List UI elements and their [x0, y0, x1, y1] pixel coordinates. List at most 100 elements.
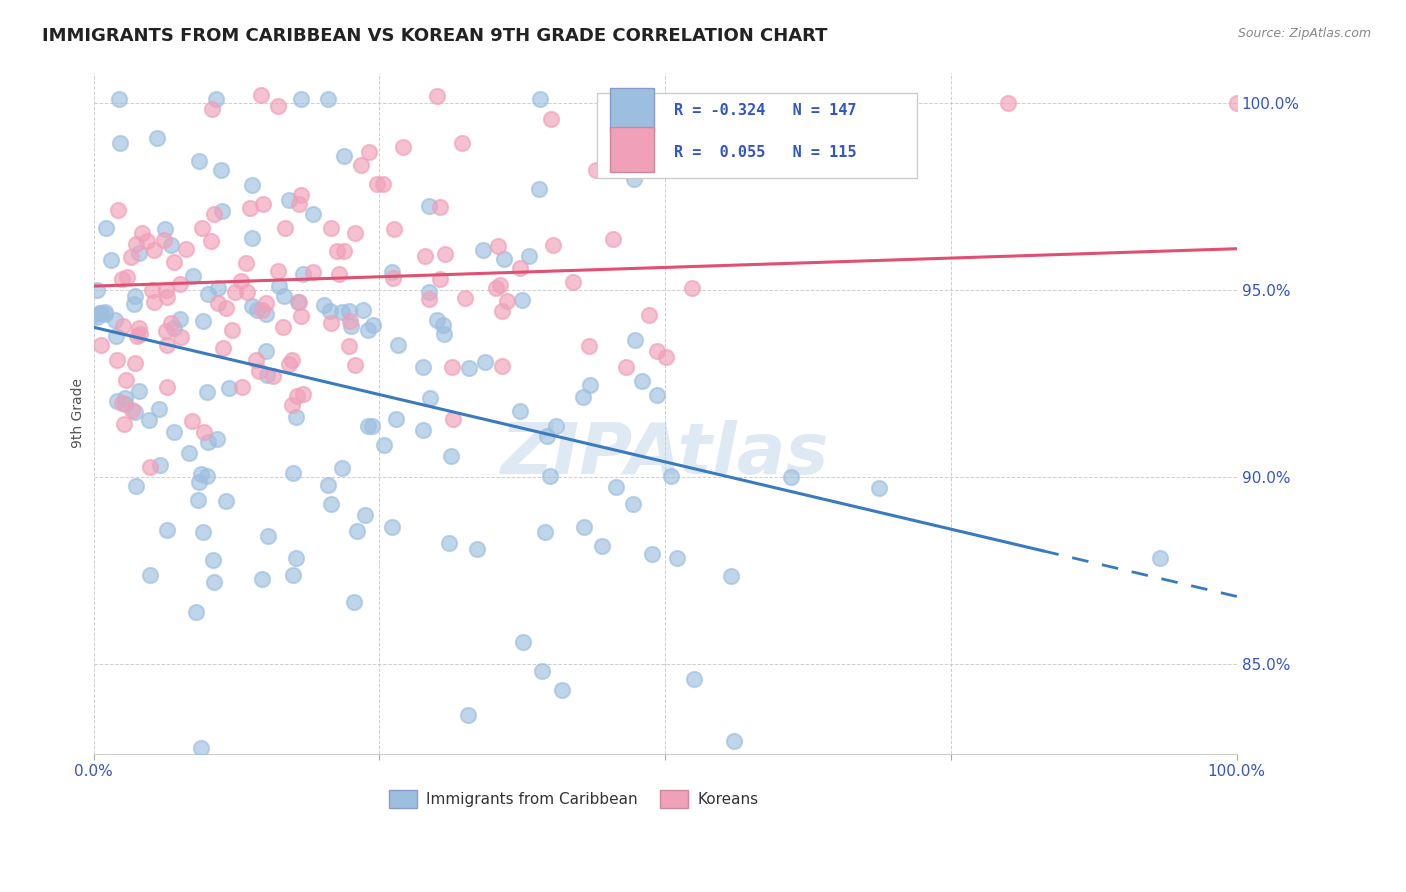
Point — [602, 232, 624, 246]
Point — [585, 162, 607, 177]
Point — [197, 287, 219, 301]
Point — [153, 221, 176, 235]
Point — [128, 245, 150, 260]
Point — [349, 158, 371, 172]
Point — [432, 318, 454, 332]
Point — [231, 380, 253, 394]
Point — [215, 301, 238, 315]
Point — [252, 197, 274, 211]
Point — [239, 201, 262, 215]
Point — [723, 733, 745, 747]
Point — [163, 255, 186, 269]
Point — [94, 304, 117, 318]
Point — [127, 329, 149, 343]
Point — [491, 359, 513, 374]
Point — [236, 285, 259, 300]
Point — [156, 523, 179, 537]
Point — [517, 249, 540, 263]
Point — [344, 359, 367, 373]
Point — [149, 458, 172, 473]
Point — [419, 391, 441, 405]
Point — [301, 207, 323, 221]
Point — [361, 318, 384, 333]
Point — [110, 136, 132, 151]
Point — [179, 446, 201, 460]
Point — [240, 230, 263, 244]
Point — [139, 459, 162, 474]
Point — [129, 326, 152, 341]
Point — [292, 387, 315, 401]
Point — [621, 497, 644, 511]
Point — [86, 310, 108, 324]
Point — [115, 270, 138, 285]
Point — [160, 316, 183, 330]
Point — [256, 529, 278, 543]
Point — [630, 149, 652, 163]
Point — [195, 468, 218, 483]
Point — [188, 154, 211, 169]
Point — [247, 364, 270, 378]
Point — [209, 162, 232, 177]
Point — [181, 268, 204, 283]
Point — [235, 256, 257, 270]
Point — [683, 672, 706, 686]
Point — [252, 303, 274, 318]
FancyBboxPatch shape — [610, 88, 654, 132]
Point — [361, 419, 384, 434]
Point — [488, 277, 510, 292]
Point — [572, 390, 595, 404]
Point — [302, 265, 325, 279]
Point — [191, 221, 214, 235]
Point — [381, 520, 404, 534]
Point — [319, 304, 342, 318]
Point — [111, 318, 134, 333]
Point — [128, 384, 150, 398]
Text: R =  0.055   N = 115: R = 0.055 N = 115 — [675, 145, 856, 160]
Point — [543, 238, 565, 252]
Point — [492, 252, 515, 266]
Point — [316, 92, 339, 106]
Point — [283, 466, 305, 480]
Point — [145, 131, 167, 145]
Point — [125, 237, 148, 252]
Point — [659, 468, 682, 483]
Point — [212, 341, 235, 355]
Point — [510, 293, 533, 307]
Point — [202, 207, 225, 221]
Point — [337, 304, 360, 318]
Point — [122, 297, 145, 311]
Point — [382, 222, 405, 236]
Point — [328, 267, 350, 281]
Point — [201, 102, 224, 116]
Point — [1226, 95, 1249, 110]
Point — [254, 296, 277, 310]
Point — [191, 314, 214, 328]
Point — [96, 221, 118, 235]
Point — [433, 326, 456, 341]
Point — [640, 547, 662, 561]
Point — [437, 535, 460, 549]
Point — [201, 553, 224, 567]
Point — [412, 360, 434, 375]
Point — [240, 178, 263, 192]
Point — [413, 249, 436, 263]
Point — [200, 234, 222, 248]
Point — [868, 481, 890, 495]
Point — [187, 475, 209, 489]
Point — [540, 112, 562, 127]
Point — [434, 247, 457, 261]
Point — [645, 343, 668, 358]
Y-axis label: 9th Grade: 9th Grade — [72, 378, 86, 449]
Point — [319, 497, 342, 511]
Point — [107, 202, 129, 217]
Point — [474, 354, 496, 368]
Point — [124, 405, 146, 419]
Point — [290, 188, 312, 202]
Point — [654, 350, 676, 364]
Point — [536, 429, 558, 443]
Point — [111, 272, 134, 286]
Point — [114, 391, 136, 405]
Point — [193, 425, 215, 440]
Point — [142, 244, 165, 258]
Point — [429, 200, 451, 214]
